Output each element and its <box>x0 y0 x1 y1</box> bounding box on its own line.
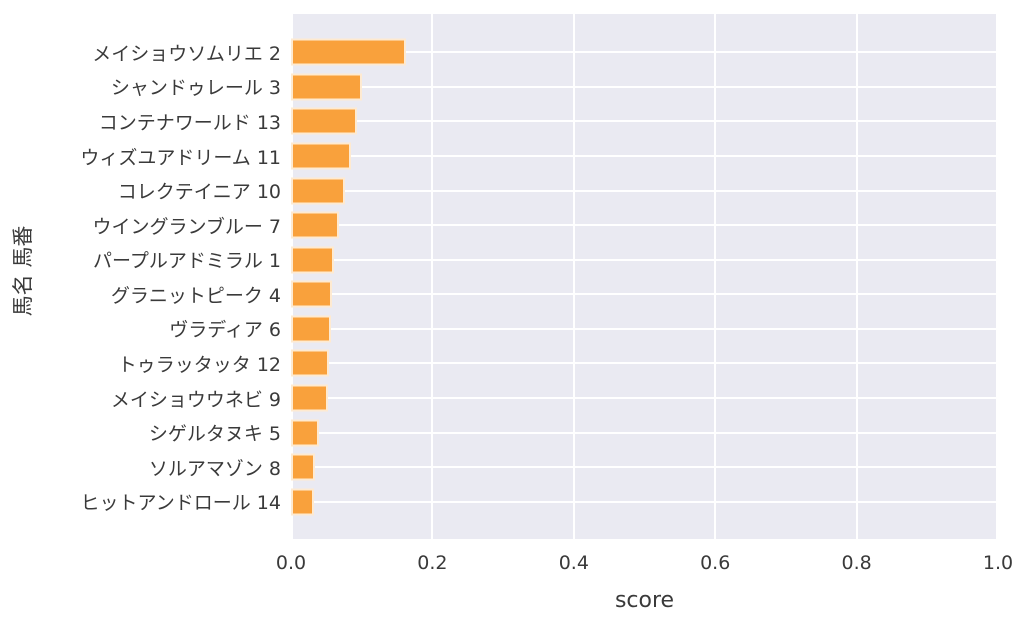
horizontal-gridline <box>291 397 998 400</box>
vertical-gridline <box>291 14 293 539</box>
horizontal-gridline <box>291 155 998 158</box>
bar-row <box>291 381 998 416</box>
category-label: ヒットアンドロール 14 <box>80 492 281 515</box>
bar <box>291 453 316 481</box>
x-tick-label: 0.8 <box>841 552 872 574</box>
category-label: コンテナワールド 13 <box>98 111 281 134</box>
category-label: ウィズユアドリーム 11 <box>80 146 281 169</box>
plot-area <box>291 14 998 539</box>
bar-row <box>291 242 998 277</box>
horizontal-gridline <box>291 120 998 123</box>
horizontal-gridline <box>291 362 998 365</box>
horizontal-gridline <box>291 293 998 296</box>
x-axis-tick-labels: 0.0 0.2 0.4 0.6 0.8 1.0 <box>276 552 1013 578</box>
vertical-gridline <box>714 14 717 539</box>
bar-row <box>291 208 998 243</box>
x-axis-label: score <box>614 588 675 613</box>
category-label: パープルアドミラル 1 <box>93 250 281 273</box>
bar-row <box>291 450 998 485</box>
bar <box>291 349 330 377</box>
bar <box>291 107 358 135</box>
bar <box>291 142 352 170</box>
bar <box>291 384 328 412</box>
bar-row <box>291 35 998 70</box>
bar-row <box>291 104 998 139</box>
bar <box>291 73 362 101</box>
category-label: ソルアマゾン 8 <box>148 457 281 480</box>
x-tick-label: 0.0 <box>275 552 307 574</box>
vertical-gridline <box>855 14 858 539</box>
bar <box>291 177 346 205</box>
x-tick-label: 1.0 <box>982 552 1014 574</box>
vertical-gridline <box>996 14 998 539</box>
horizontal-gridline <box>291 224 998 227</box>
x-tick-label: 0.6 <box>700 552 731 574</box>
bar-row <box>291 277 998 312</box>
bar <box>291 211 340 239</box>
horizontal-gridline <box>291 466 998 469</box>
bar <box>291 315 331 343</box>
horizontal-gridline <box>291 327 998 330</box>
vertical-gridline <box>572 14 575 539</box>
category-label: メイショウソムリエ 2 <box>92 42 281 65</box>
x-tick-label: 0.2 <box>417 552 448 574</box>
horizontal-gridline <box>291 258 998 261</box>
horizontal-gridline <box>291 500 998 503</box>
category-label: コレクテイニア 10 <box>117 181 281 204</box>
category-label: ヴラディア 6 <box>169 319 281 342</box>
bar-row <box>291 173 998 208</box>
bar <box>291 38 407 66</box>
bar-row <box>291 485 998 520</box>
y-axis-label: 馬名 馬番 <box>11 225 35 317</box>
bar <box>291 488 314 516</box>
horizontal-gridline <box>291 431 998 434</box>
category-label: シャンドゥレール 3 <box>110 77 281 100</box>
horizontal-gridline <box>291 51 998 54</box>
bar <box>291 246 335 274</box>
horizontal-gridline <box>291 189 998 192</box>
category-label: トゥラッタッタ 12 <box>117 353 281 376</box>
bar-row <box>291 139 998 174</box>
x-tick-label: 0.4 <box>558 552 589 574</box>
y-axis-tick-labels: メイショウソムリエ 2 シャンドゥレール 3 コンテナワールド 13 ウィズユアドリー… <box>0 35 281 519</box>
category-label: ウイングランブルー 7 <box>92 215 281 238</box>
category-label: メイショウウネビ 9 <box>110 388 281 411</box>
bar-row <box>291 346 998 381</box>
bar-row <box>291 415 998 450</box>
horizontal-gridline <box>291 85 998 88</box>
bar-row <box>291 70 998 105</box>
category-label: シゲルタヌキ 5 <box>148 423 281 446</box>
category-label: グラニットピーク 4 <box>110 284 281 307</box>
bar <box>291 419 319 447</box>
bar-row <box>291 312 998 347</box>
bar <box>291 280 332 308</box>
vertical-gridline <box>431 14 434 539</box>
bar-rows <box>291 35 998 519</box>
